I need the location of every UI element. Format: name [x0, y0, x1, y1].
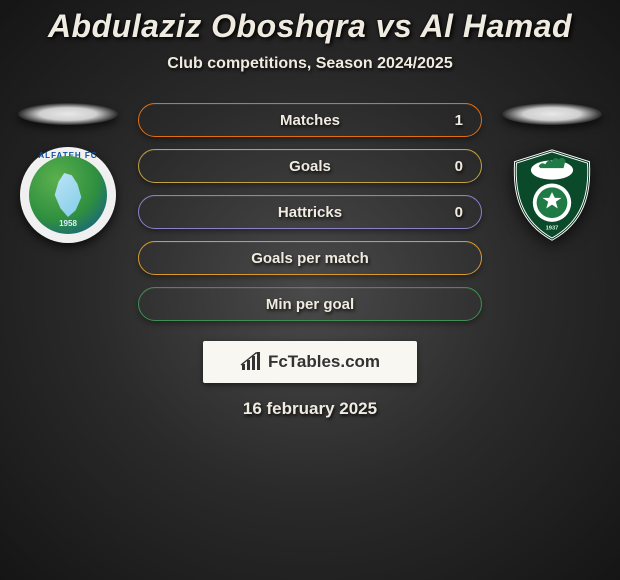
date-line: 16 february 2025 [0, 399, 620, 419]
stat-label: Min per goal [139, 296, 481, 313]
main-row: ALFATEH FC 1958 – Matches 1 – Goals 0 – [0, 103, 620, 321]
right-column: 1937 [500, 103, 604, 243]
stat-label: Matches [139, 112, 481, 129]
stat-row: – Goals per match [138, 241, 482, 275]
player-photo-placeholder-right [502, 103, 602, 125]
watermark: FcTables.com [203, 341, 417, 383]
comparison-card: Abdulaziz Oboshqra vs Al Hamad Club comp… [0, 0, 620, 419]
right-team-crest: 1937 [504, 147, 600, 243]
svg-text:1937: 1937 [546, 226, 559, 232]
stat-row: – Goals 0 [138, 149, 482, 183]
left-column: ALFATEH FC 1958 [16, 103, 120, 243]
stat-label: Goals [139, 158, 481, 175]
crest-player-icon [49, 173, 87, 217]
stats-list: – Matches 1 – Goals 0 – Hattricks 0 – Go… [138, 103, 482, 321]
subtitle: Club competitions, Season 2024/2025 [0, 55, 620, 73]
watermark-suffix: Tables.com [288, 352, 380, 371]
left-team-year: 1958 [59, 219, 77, 228]
watermark-text: FcTables.com [268, 352, 380, 372]
shield-icon: 1937 [504, 145, 600, 245]
bar-chart-icon [240, 352, 262, 372]
stat-row: – Hattricks 0 [138, 195, 482, 229]
stat-row: – Min per goal [138, 287, 482, 321]
left-team-crest: ALFATEH FC 1958 [20, 147, 116, 243]
watermark-prefix: Fc [268, 352, 288, 371]
stat-label: Goals per match [139, 250, 481, 267]
stat-label: Hattricks [139, 204, 481, 221]
crest-inner: 1958 [29, 156, 107, 234]
stat-row: – Matches 1 [138, 103, 482, 137]
player-photo-placeholder-left [18, 103, 118, 125]
page-title: Abdulaziz Oboshqra vs Al Hamad [0, 8, 620, 45]
